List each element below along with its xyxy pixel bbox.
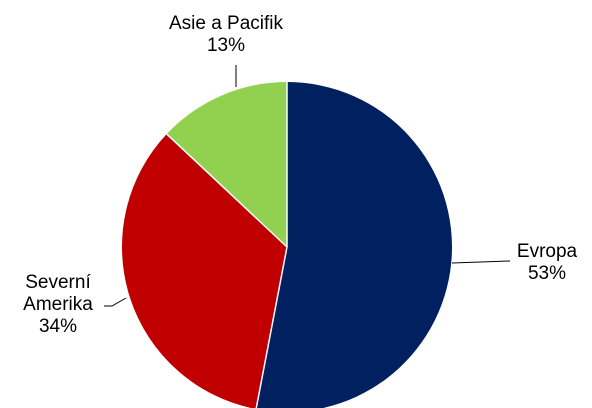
slice-severni-amerika: [122, 134, 287, 408]
leader-line: [104, 297, 127, 307]
slice-name-label: Asie a Pacifik: [169, 13, 284, 34]
slice-value-label: 34%: [39, 316, 77, 337]
pie-slices: [122, 82, 452, 408]
slice-evropa: [256, 82, 452, 408]
leader-line: [451, 260, 511, 264]
slice-name-label: Severní: [25, 272, 91, 293]
slice-asie-a-pacifik: [166, 82, 287, 247]
slice-value-label: 53%: [528, 263, 566, 284]
slice-value-label: 13%: [207, 35, 245, 56]
slice-name-label: Evropa: [517, 241, 578, 262]
slice-separator: [255, 246, 288, 408]
slice-name-label: Amerika: [23, 294, 93, 315]
slice-separator: [166, 133, 288, 248]
